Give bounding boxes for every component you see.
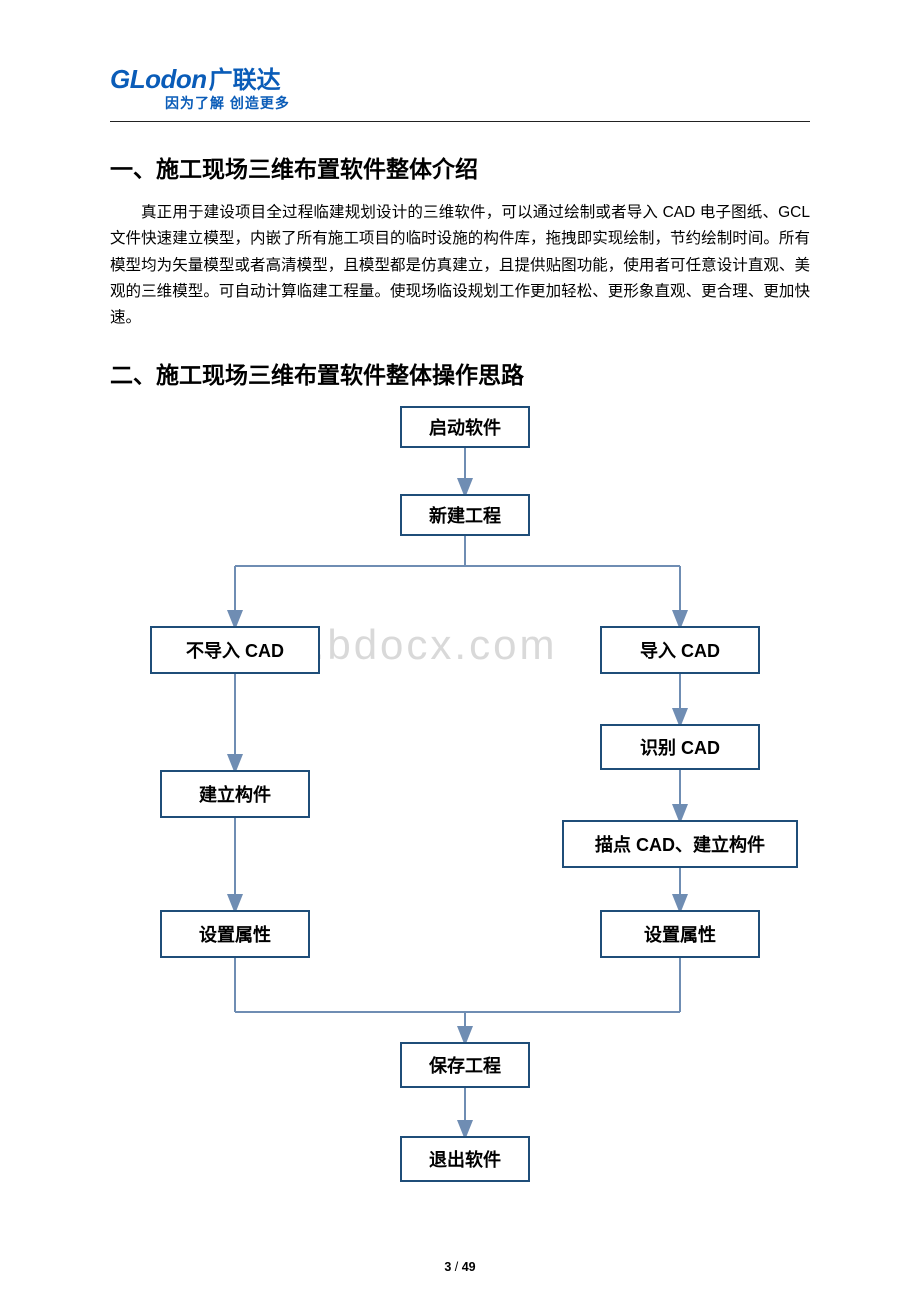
flow-node-n7: 保存工程 [400,1042,530,1088]
document-page: GLodon广联达 因为了解 创造更多 一、施工现场三维布置软件整体介绍 真正用… [0,0,920,1302]
flow-node-n5a: 设置属性 [160,910,310,958]
brand-logo: GLodon广联达 因为了解 创造更多 [110,60,810,113]
flow-node-n6b: 设置属性 [600,910,760,958]
logo-brand-cn: 广联达 [209,67,281,94]
page-sep: / [451,1260,461,1274]
flow-node-n1: 启动软件 [400,406,530,448]
flow-node-n2: 新建工程 [400,494,530,536]
section1-heading: 一、施工现场三维布置软件整体介绍 [110,150,810,184]
page-total: 49 [462,1260,476,1274]
flow-node-n4a: 建立构件 [160,770,310,818]
page-number: 3 / 49 [0,1260,920,1274]
flow-node-n3b: 导入 CAD [600,626,760,674]
operation-flowchart: www.bdocx.com 启动软件新建工程不导入 CAD导入 CAD识别 CA… [110,406,810,1186]
flow-node-n8: 退出软件 [400,1136,530,1182]
header-divider [110,121,810,122]
flow-node-n3a: 不导入 CAD [150,626,320,674]
flow-node-n4b: 识别 CAD [600,724,760,770]
flow-node-n5b: 描点 CAD、建立构件 [562,820,798,868]
section2-heading: 二、施工现场三维布置软件整体操作思路 [110,356,810,390]
logo-tagline: 因为了解 创造更多 [110,93,810,113]
section1-paragraph: 真正用于建设项目全过程临建规划设计的三维软件，可以通过绘制或者导入 CAD 电子… [110,200,810,332]
logo-brand-en: GLodon [110,64,207,94]
